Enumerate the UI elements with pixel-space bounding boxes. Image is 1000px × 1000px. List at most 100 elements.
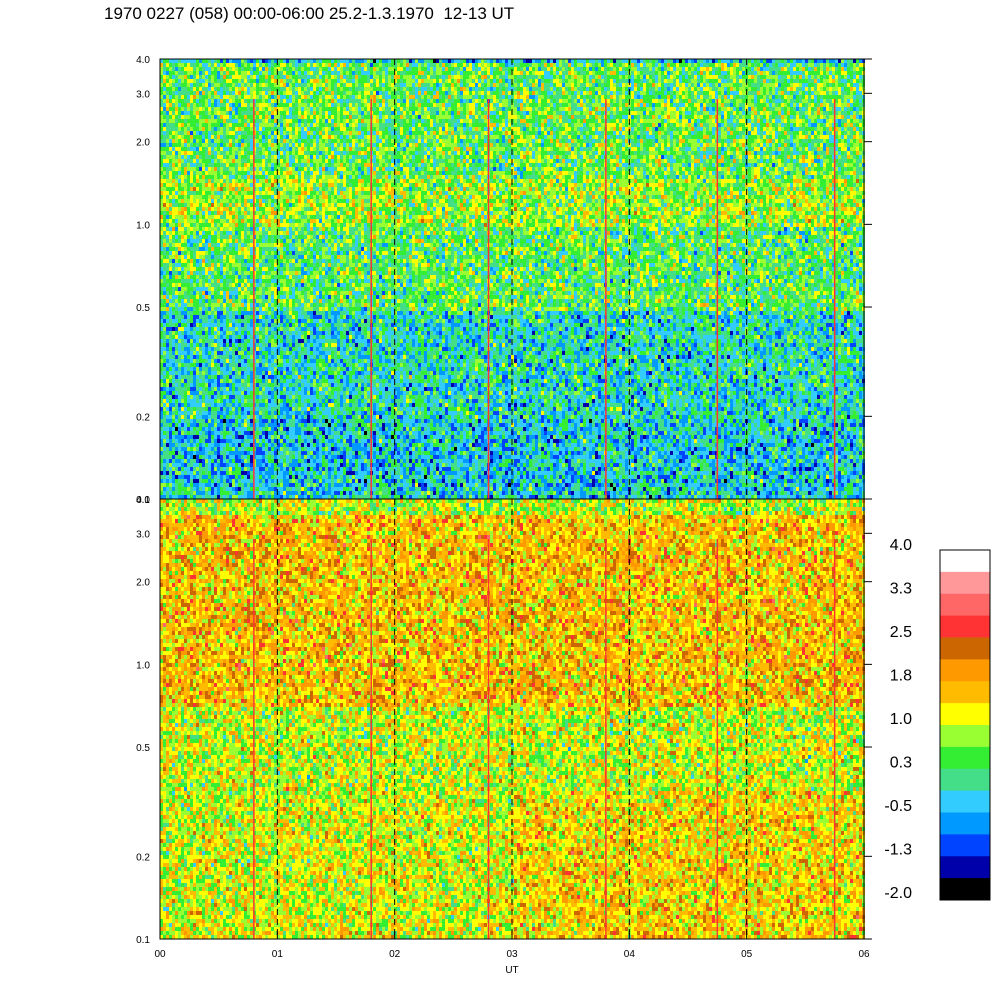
heat-cell [214, 251, 217, 255]
heat-cell [223, 295, 226, 299]
heat-cell [187, 275, 190, 279]
heat-cell [235, 67, 238, 71]
heat-cell [217, 455, 220, 459]
heat-cell [181, 451, 184, 455]
heat-cell [193, 99, 196, 103]
heat-cell [181, 431, 184, 435]
heat-cell [172, 63, 175, 67]
heat-cell [229, 131, 232, 135]
heat-cell [211, 307, 214, 311]
heat-cell [226, 211, 229, 215]
heat-cell [190, 139, 193, 143]
heat-cell [169, 239, 172, 243]
heat-cell [166, 315, 169, 319]
heat-cell [196, 203, 199, 207]
heat-cell [169, 335, 172, 339]
heat-cell [175, 431, 178, 435]
heat-cell [184, 291, 187, 295]
heat-cell [232, 67, 235, 71]
heat-cell [175, 479, 178, 483]
heat-cell [235, 123, 238, 127]
heat-cell [229, 359, 232, 363]
heat-cell [205, 247, 208, 251]
heat-cell [214, 327, 217, 331]
heat-cell [220, 271, 223, 275]
heat-cell [220, 479, 223, 483]
heat-cell [226, 379, 229, 383]
heat-cell [211, 95, 214, 99]
heat-cell [223, 299, 226, 303]
heat-cell [172, 271, 175, 275]
heat-cell [220, 275, 223, 279]
heat-cell [205, 303, 208, 307]
heat-cell [223, 291, 226, 295]
heat-cell [211, 423, 214, 427]
heat-cell [208, 139, 211, 143]
heat-cell [208, 279, 211, 283]
heat-cell [199, 319, 202, 323]
heat-cell [202, 287, 205, 291]
heat-cell [220, 443, 223, 447]
heat-cell [229, 303, 232, 307]
heat-cell [214, 423, 217, 427]
heat-cell [214, 279, 217, 283]
heat-cell [184, 267, 187, 271]
heat-cell [193, 179, 196, 183]
heat-cell [235, 443, 238, 447]
heat-cell [175, 219, 178, 223]
heat-cell [166, 483, 169, 487]
heat-cell [193, 303, 196, 307]
heat-cell [220, 315, 223, 319]
heat-cell [187, 439, 190, 443]
heat-cell [181, 219, 184, 223]
heat-cell [232, 411, 235, 415]
heat-cell [214, 467, 217, 471]
heat-cell [169, 163, 172, 167]
heat-cell [235, 115, 238, 119]
heat-cell [175, 307, 178, 311]
heat-cell [199, 339, 202, 343]
heat-cell [190, 359, 193, 363]
heat-cell [172, 427, 175, 431]
heat-cell [205, 227, 208, 231]
heat-cell [181, 111, 184, 115]
heat-cell [217, 379, 220, 383]
heat-cell [235, 343, 238, 347]
heat-cell [178, 307, 181, 311]
heat-cell [211, 467, 214, 471]
heat-cell [169, 471, 172, 475]
heat-cell [196, 227, 199, 231]
heat-cell [193, 283, 196, 287]
heat-cell [229, 287, 232, 291]
heat-cell [181, 483, 184, 487]
heat-cell [205, 431, 208, 435]
heat-cell [178, 191, 181, 195]
heat-cell [172, 199, 175, 203]
heat-cell [172, 323, 175, 327]
heat-cell [166, 247, 169, 251]
heat-cell [196, 383, 199, 387]
heat-cell [166, 143, 169, 147]
heat-cell [223, 259, 226, 263]
heat-cell [202, 115, 205, 119]
heat-cell [166, 251, 169, 255]
heat-cell [208, 271, 211, 275]
heat-cell [187, 103, 190, 107]
heat-cell [211, 203, 214, 207]
heat-cell [175, 399, 178, 403]
heat-cell [232, 359, 235, 363]
heat-cell [166, 207, 169, 211]
heat-cell [178, 291, 181, 295]
heat-cell [232, 255, 235, 259]
heat-cell [181, 187, 184, 191]
heat-cell [217, 491, 220, 495]
heat-cell [190, 99, 193, 103]
heat-cell [226, 223, 229, 227]
heat-cell [178, 495, 181, 499]
heat-cell [211, 71, 214, 75]
heat-cell [184, 383, 187, 387]
heat-cell [217, 183, 220, 187]
heat-cell [193, 383, 196, 387]
heat-cell [172, 407, 175, 411]
heat-cell [223, 99, 226, 103]
